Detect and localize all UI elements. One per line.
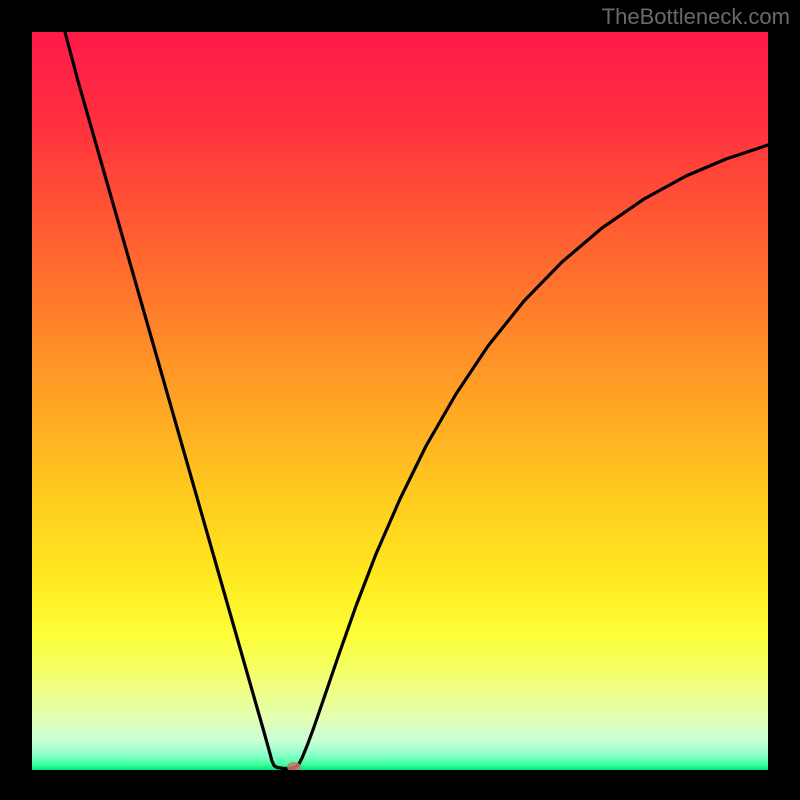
optimal-point-marker [287,762,301,770]
watermark-text: TheBottleneck.com [602,4,790,30]
bottleneck-curve [32,32,768,770]
curve-path [65,32,768,769]
plot-frame [32,32,768,770]
